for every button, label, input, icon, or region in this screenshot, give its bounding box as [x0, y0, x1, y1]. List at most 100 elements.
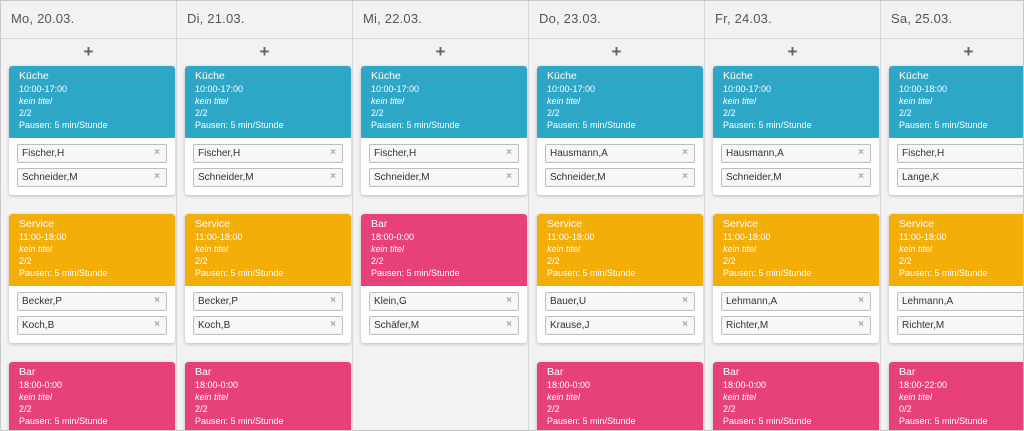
shift-staff-count: 2/2 [547, 108, 560, 118]
employee-chip[interactable]: Klein,G × [369, 292, 519, 311]
shift-card[interactable]: Service 11:00-18:00 kein titel 2/2 Pausen: 5… [889, 214, 1023, 343]
employee-chip[interactable]: Becker,P × [17, 292, 167, 311]
employee-chip[interactable]: Koch,B × [193, 316, 343, 335]
close-icon[interactable]: × [506, 147, 512, 158]
employee-chip[interactable]: Richter,M× [897, 316, 1023, 335]
close-icon[interactable]: × [858, 319, 864, 330]
close-icon[interactable]: × [682, 319, 688, 330]
shift-pauses: Pausen: 5 min/Stunde [899, 268, 988, 278]
employee-chip[interactable]: Schäfer,M × [369, 316, 519, 335]
employee-name: Schneider,M [198, 172, 254, 183]
employee-name: Fischer,H [374, 148, 417, 159]
employee-chip[interactable]: Fischer,H × [369, 144, 519, 163]
shift-card[interactable]: Bar 18:00-0:00 kein titel 2/2 Pausen: 5 min/… [537, 362, 703, 430]
employee-chip[interactable]: Schneider,M × [721, 168, 871, 187]
close-icon[interactable]: × [858, 295, 864, 306]
shift-time: 11:00-18:00 [195, 232, 243, 242]
shift-name: Küche [195, 70, 225, 82]
employee-chip[interactable]: Schneider,M × [369, 168, 519, 187]
close-icon[interactable]: × [154, 319, 160, 330]
employee-chip[interactable]: Bauer,U × [545, 292, 695, 311]
employee-chip[interactable]: Schneider,M × [17, 168, 167, 187]
shift-name: Bar [899, 366, 916, 378]
close-icon[interactable]: × [682, 295, 688, 306]
shift-card[interactable]: Küche 10:00-17:00 kein titel 2/2 Pausen: 5 m… [537, 66, 703, 195]
add-shift-button[interactable]: + [177, 43, 352, 61]
employee-chip[interactable]: Hausmann,A × [545, 144, 695, 163]
shift-staff-count: 2/2 [723, 256, 736, 266]
close-icon[interactable]: × [506, 171, 512, 182]
close-icon[interactable]: × [330, 147, 336, 158]
close-icon[interactable]: × [506, 319, 512, 330]
employee-chip[interactable]: Becker,P × [193, 292, 343, 311]
close-icon[interactable]: × [858, 147, 864, 158]
close-icon[interactable]: × [154, 147, 160, 158]
close-icon[interactable]: × [682, 147, 688, 158]
shift-name: Service [899, 218, 935, 230]
shift-card[interactable]: Bar 18:00-0:00 kein titel 2/2 Pausen: 5 min/… [185, 362, 351, 430]
shift-card[interactable]: Service 11:00-18:00 kein titel 2/2 Pausen: 5… [713, 214, 879, 343]
close-icon[interactable]: × [330, 171, 336, 182]
close-icon[interactable]: × [154, 171, 160, 182]
employee-chip[interactable]: Schneider,M × [545, 168, 695, 187]
shift-card[interactable]: Küche 10:00-17:00 kein titel 2/2 Pausen: 5 m… [9, 66, 175, 195]
shift-card[interactable]: Küche 10:00-17:00 kein titel 2/2 Pausen: 5 m… [185, 66, 351, 195]
shift-card[interactable]: Bar 18:00-0:00 kein titel 2/2 Pausen: 5 min/… [9, 362, 175, 430]
close-icon[interactable]: × [858, 171, 864, 182]
shift-card[interactable]: Service 11:00-18:00 kein titel 2/2 Pausen: 5… [9, 214, 175, 343]
day-column: Do, 23.03. + Küche 10:00-17:00 kein titel 2/2… [529, 1, 705, 430]
plus-icon: + [611, 42, 622, 61]
shift-staff-count: 2/2 [195, 108, 208, 118]
employee-chip[interactable]: Lehmann,A× [897, 292, 1023, 311]
employee-chip[interactable]: Lange,K× [897, 168, 1023, 187]
employee-chip[interactable]: Fischer,H× [897, 144, 1023, 163]
shift-card[interactable]: Küche 10:00-18:00 kein titel 2/2 Pausen: 5 m… [889, 66, 1023, 195]
shift-card[interactable]: Service 11:00-18:00 kein titel 2/2 Pausen: 5… [537, 214, 703, 343]
shift-card[interactable]: Bar 18:00-0:00 kein titel 2/2 Pausen: 5 min/… [713, 362, 879, 430]
employee-name: Schneider,M [22, 172, 78, 183]
shift-pauses: Pausen: 5 min/Stunde [195, 416, 284, 426]
day-date: Fr, 24.03. [715, 11, 772, 26]
add-shift-button[interactable]: + [881, 43, 1023, 61]
plus-icon: + [787, 42, 798, 61]
shift-title: kein titel [195, 96, 229, 106]
shift-employee-list: Hausmann,A × Schneider,M × [537, 138, 703, 195]
shift-staff-count: 2/2 [371, 256, 384, 266]
day-column-header: Sa, 25.03. [881, 1, 1023, 39]
shift-card[interactable]: Service 11:00-18:00 kein titel 2/2 Pausen: 5… [185, 214, 351, 343]
shift-card[interactable]: Bar 18:00-0:00 kein titel 2/2 Pausen: 5 min/… [361, 214, 527, 343]
close-icon[interactable]: × [330, 319, 336, 330]
employee-chip[interactable]: Schneider,M × [193, 168, 343, 187]
shift-card[interactable]: Küche 10:00-17:00 kein titel 2/2 Pausen: 5 m… [361, 66, 527, 195]
shift-staff-count: 2/2 [19, 108, 32, 118]
shift-card[interactable]: Bar 18:00-22:00 kein titel 0/2 Pausen: 5 min… [889, 362, 1023, 430]
employee-chip[interactable]: Fischer,H× [193, 144, 343, 163]
employee-chip[interactable]: Krause,J × [545, 316, 695, 335]
add-shift-button[interactable]: + [529, 43, 704, 61]
close-icon[interactable]: × [330, 295, 336, 306]
shift-time: 10:00-17:00 [723, 84, 772, 94]
shift-header: Küche 10:00-17:00 kein titel 2/2 Pausen: 5 m… [713, 66, 879, 138]
employee-name: Fischer,H [22, 148, 65, 159]
shift-pauses: Pausen: 5 min/Stunde [547, 416, 636, 426]
shift-name: Küche [723, 70, 753, 82]
shift-title: kein titel [371, 96, 405, 106]
shift-time: 11:00-18:00 [723, 232, 771, 242]
employee-chip[interactable]: Lehmann,A× [721, 292, 871, 311]
shift-title: kein titel [899, 392, 933, 402]
employee-chip[interactable]: Koch,B × [17, 316, 167, 335]
day-column: Fr, 24.03. + Küche 10:00-17:00 kein titel 2/2… [705, 1, 881, 430]
shift-staff-count: 2/2 [195, 404, 208, 414]
employee-chip[interactable]: Richter,M× [721, 316, 871, 335]
close-icon[interactable]: × [154, 295, 160, 306]
employee-chip[interactable]: Fischer,H × [17, 144, 167, 163]
shift-card[interactable]: Küche 10:00-17:00 kein titel 2/2 Pausen: 5 m… [713, 66, 879, 195]
close-icon[interactable]: × [682, 171, 688, 182]
shift-employee-list: Lehmann,A× Richter,M× [889, 286, 1023, 343]
add-shift-button[interactable]: + [1, 43, 176, 61]
shift-pauses: Pausen: 5 min/Stunde [19, 416, 108, 426]
close-icon[interactable]: × [506, 295, 512, 306]
add-shift-button[interactable]: + [705, 43, 880, 61]
add-shift-button[interactable]: + [353, 43, 528, 61]
employee-chip[interactable]: Hausmann,A × [721, 144, 871, 163]
